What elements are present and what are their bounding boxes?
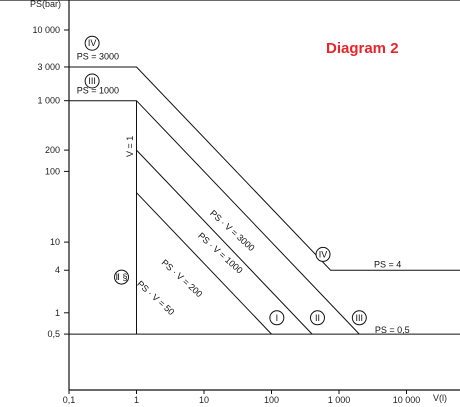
x-axis-label: V(l) <box>433 393 447 403</box>
marker-sep-circle <box>114 269 130 285</box>
marker-iv-right-label: IV <box>319 249 328 259</box>
series-lines <box>69 66 460 335</box>
marker-ii-label: II <box>315 313 320 323</box>
y-tick-label: 100 <box>45 166 60 176</box>
marker-iii-bottom-circle <box>351 310 367 326</box>
marker-sep: Ⅱ § <box>114 269 130 285</box>
marker-iv-top-circle <box>84 35 100 51</box>
marker-iii-bottom: III <box>351 310 367 326</box>
marker-ii-circle <box>309 310 325 326</box>
anno-ps-4: PS = 4 <box>374 259 401 269</box>
marker-i: I <box>269 310 285 326</box>
marker-i-label: I <box>276 313 279 323</box>
s-cat-iv <box>69 66 460 271</box>
marker-iii-left-circle <box>84 73 100 89</box>
marker-ii: II <box>309 310 325 326</box>
anno-ps-1000: PS = 1000 <box>77 85 119 95</box>
s-cat-i <box>136 192 272 335</box>
marker-iii-left: III <box>84 73 100 89</box>
marker-iv-top: IV <box>84 35 100 51</box>
y-tick-label: 200 <box>45 145 60 155</box>
axes <box>0 0 460 394</box>
anno-ps-3000: PS = 3000 <box>77 52 119 62</box>
x-tick-label: 100 <box>264 395 279 405</box>
marker-iv-right: IV <box>315 246 331 262</box>
y-tick-label: 4 <box>55 265 60 275</box>
marker-iii-left-label: III <box>88 76 96 86</box>
s-cat-iii <box>69 100 360 335</box>
marker-iv-top-label: IV <box>88 38 97 48</box>
x-tick-label: 1 <box>134 395 139 405</box>
tick-labels: PS(bar) V(l) 10 000 3 000 1 000 200 100 10 4 1 0,5… <box>30 0 447 405</box>
marker-i-circle <box>269 310 285 326</box>
marker-iii-bottom-label: III <box>356 313 364 323</box>
x-tick-label: 10 <box>199 395 209 405</box>
x-tick-label: 0,1 <box>63 395 76 405</box>
y-tick-label: 1 000 <box>37 96 60 106</box>
chart-title: Diagram 2 <box>326 40 399 57</box>
y-tick-label: 0,5 <box>47 329 60 339</box>
marker-iv-right-circle <box>315 246 331 262</box>
y-tick-label: 3 000 <box>37 62 60 72</box>
y-tick-label: 1 <box>55 308 60 318</box>
marker-sep-label: Ⅱ § <box>116 272 128 282</box>
anno-v-1: V = 1 <box>125 136 135 157</box>
s-cat-ii <box>136 149 313 335</box>
x-tick-label: 1 000 <box>328 395 351 405</box>
y-tick-label: 10 000 <box>32 25 60 35</box>
y-tick-label: 10 <box>50 237 60 247</box>
anno-ps-0-5: PS = 0,5 <box>375 325 410 335</box>
y-axis-label: PS(bar) <box>30 0 61 9</box>
x-tick-label: 10 000 <box>393 395 421 405</box>
